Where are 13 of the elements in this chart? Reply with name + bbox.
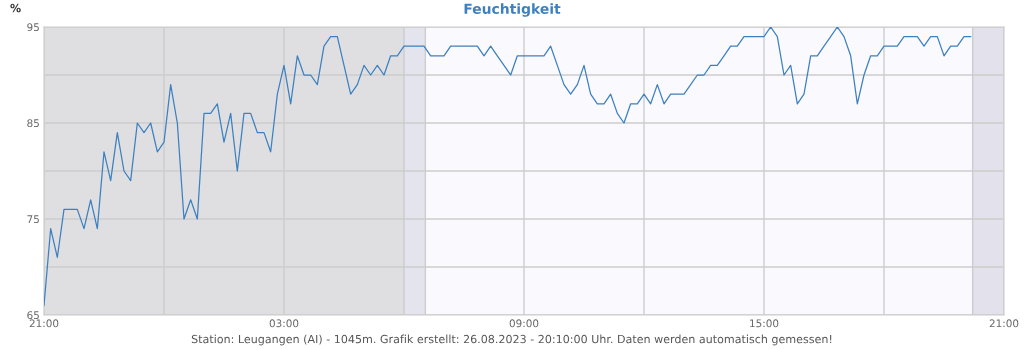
x-tick-label: 21:00 xyxy=(29,319,59,328)
x-tick-label: 15:00 xyxy=(750,319,779,328)
y-axis-title: % xyxy=(10,3,21,13)
x-tick-label: 21:00 xyxy=(989,319,1019,328)
y-tick-label: 75 xyxy=(27,215,39,224)
x-tick-label: 03:00 xyxy=(269,319,299,328)
y-tick-label: 95 xyxy=(27,23,39,32)
chart-title: Feuchtigkeit xyxy=(464,3,561,17)
y-tick-label: 85 xyxy=(27,119,39,128)
x-tick-label: 09:00 xyxy=(509,319,539,328)
text: Station: Leugangen (AI) - 1045m. Grafik erstellt: 26.08.2023 - 20:10:00 Uhr. Daten werden automatisch gemessen! xyxy=(191,334,832,346)
line-series xyxy=(44,27,972,307)
y-tick-label: 65 xyxy=(27,311,39,320)
